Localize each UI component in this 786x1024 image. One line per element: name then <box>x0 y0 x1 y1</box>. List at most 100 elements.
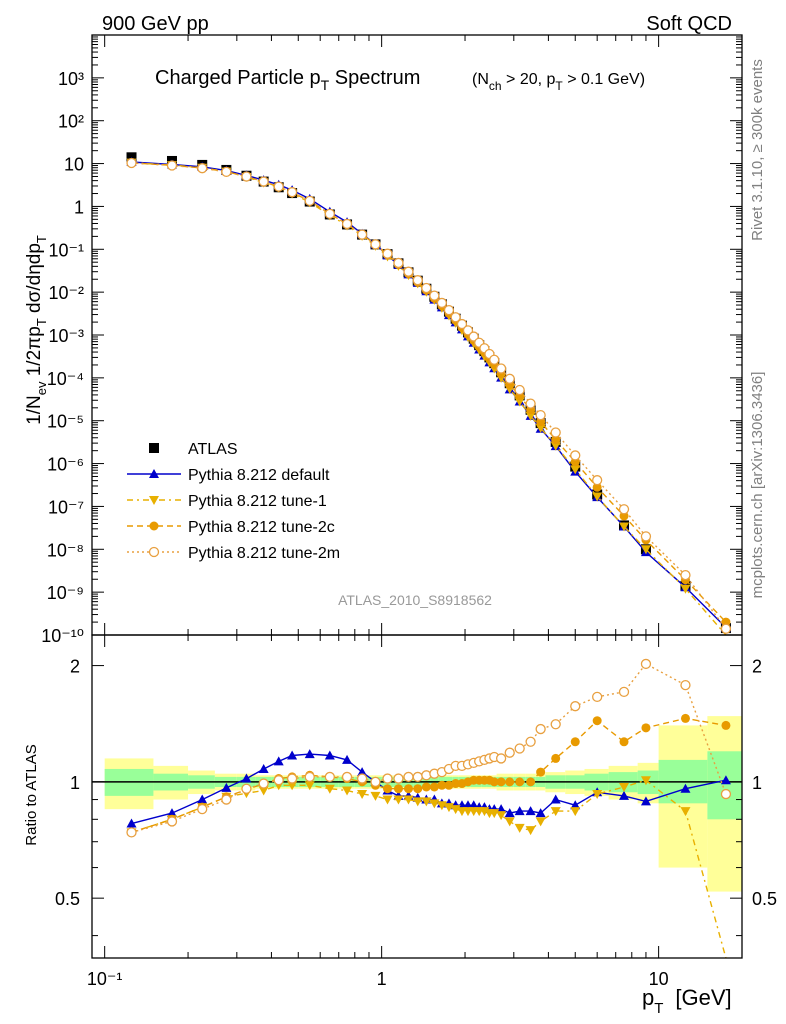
tune2m-ratio-point <box>286 773 298 784</box>
band-stat-segment <box>707 751 742 820</box>
tune1-main-line <box>131 162 727 636</box>
tune2m-main-point <box>356 229 368 240</box>
tune2m-main-point <box>221 166 232 178</box>
tune1-ratio-point <box>514 823 525 833</box>
y-axis-label: 1/Nev 1/2πpT dσ/dηdpT <box>24 235 49 425</box>
tune2m-main-point <box>450 312 461 323</box>
header-right: Soft QCD <box>646 13 732 35</box>
tune2m-ratio-point <box>258 778 269 789</box>
tune2m-main-point <box>429 290 440 301</box>
tune1-ratio-point <box>258 786 269 796</box>
tune1-ratio-point <box>496 811 507 821</box>
tune1-main-point <box>570 465 581 475</box>
tune2c-ratio-point <box>429 782 439 792</box>
tune1-main-point <box>680 584 691 594</box>
y-tick-label: 10³ <box>58 69 84 89</box>
default-ratio-point <box>640 796 651 806</box>
main-plot-area <box>126 152 732 636</box>
tune2m-ratio-point <box>720 788 732 800</box>
tune2m-main-point <box>525 398 536 409</box>
ratio-axis-label: Ratio to ATLAS <box>23 744 40 845</box>
tune2c-ratio-point <box>526 777 536 787</box>
tune2m-ratio-point <box>680 679 691 691</box>
legend: ATLAS Pythia 8.212 default Pythia 8.212 tu… <box>127 441 340 562</box>
y-tick-label: 1 <box>74 197 84 217</box>
tune2m-ratio-point <box>403 771 414 783</box>
default-ratio-point <box>324 750 335 760</box>
tune2m-main-point <box>456 318 468 330</box>
tune2m-main-point <box>443 305 455 316</box>
tune2m-ratio-point <box>570 701 581 712</box>
tune2m-main-point <box>324 208 335 220</box>
tune2m-main-point <box>720 623 732 634</box>
tune2c-ratio-point <box>592 716 602 726</box>
tune2m-ratio-point <box>412 771 423 783</box>
default-ratio-point <box>680 783 691 793</box>
tune2c-ratio-point <box>641 723 651 733</box>
default-ratio-point <box>570 800 581 810</box>
tune2m-main-point <box>489 354 500 365</box>
tune2m-ratio-point <box>504 747 515 758</box>
y-tick-label: 10⁻⁹ <box>47 583 84 603</box>
tune2c-ratio-point <box>403 784 413 794</box>
tune2m-ratio-point <box>550 719 561 730</box>
tune2m-ratio-point <box>592 691 603 702</box>
tune2m-main-point <box>550 427 561 438</box>
tune2m-main-point <box>341 218 353 230</box>
legend-marker-tune2c <box>149 521 159 531</box>
tune2m-main-point <box>462 325 474 336</box>
tune1-ratio-point <box>287 781 298 791</box>
default-ratio-point <box>514 806 525 816</box>
tune1-ratio-point <box>429 799 440 809</box>
tune2m-main-point <box>258 176 269 187</box>
default-ratio-point <box>197 794 208 804</box>
tune2m-ratio-point <box>640 658 652 670</box>
tune2m-main-point <box>495 363 507 374</box>
x-tick-label: 10⁻¹ <box>87 969 123 989</box>
default-ratio-point <box>535 808 546 818</box>
default-ratio-point <box>304 749 315 759</box>
tune2m-main-point <box>393 257 404 269</box>
default-ratio-point <box>342 754 353 764</box>
default-ratio-point <box>720 775 731 785</box>
tune2m-main-point <box>412 275 423 286</box>
tune1-main-point <box>619 522 630 532</box>
tune1-ratio-point <box>412 797 423 807</box>
tune1-ratio-point <box>393 795 404 805</box>
tune2m-ratio-point <box>166 816 178 827</box>
tune2m-ratio-point <box>324 771 335 783</box>
tune1-ratio-point <box>592 790 603 800</box>
y-tick-label: 10⁻⁵ <box>47 412 84 432</box>
tune1-ratio-point <box>403 795 414 805</box>
tune2m-main-point <box>592 475 603 486</box>
tune2c-ratio-point <box>413 784 423 794</box>
tune1-ratio-point <box>421 797 432 807</box>
default-ratio-point <box>273 756 284 766</box>
tune2m-main-point <box>197 163 208 174</box>
y-tick-label: 10⁻¹ <box>48 240 84 260</box>
tune1-ratio-point <box>619 782 630 792</box>
tune2c-ratio-point <box>496 777 506 787</box>
y-tick-label: 10 <box>64 155 84 175</box>
tune2c-ratio-point <box>551 753 561 763</box>
default-ratio-point <box>287 750 298 760</box>
legend-label: Pythia 8.212 tune-2c <box>188 519 335 536</box>
tune1-ratio-point <box>570 807 581 817</box>
tune2c-main-point <box>592 482 602 492</box>
tune2m-main-point <box>273 181 284 192</box>
tune2m-ratio-point <box>370 776 381 788</box>
tune2m-ratio-point <box>382 773 393 784</box>
default-ratio-point <box>468 800 479 810</box>
tune1-ratio-point <box>357 790 368 800</box>
tune2m-main-point <box>241 171 252 182</box>
tune2c-ratio-point <box>721 720 731 730</box>
tune2m-ratio-point <box>514 743 525 754</box>
ratio-tick-label-right: 1 <box>752 773 762 793</box>
y-tick-label: 10⁻¹⁰ <box>41 626 84 646</box>
tune2c-ratio-point <box>451 779 461 789</box>
tune2m-ratio-point <box>535 723 546 735</box>
tune1-main-point <box>592 492 603 502</box>
tune1-ratio-point <box>382 795 393 805</box>
tune2m-ratio-point <box>197 803 208 815</box>
tune2c-ratio-point <box>570 737 580 747</box>
